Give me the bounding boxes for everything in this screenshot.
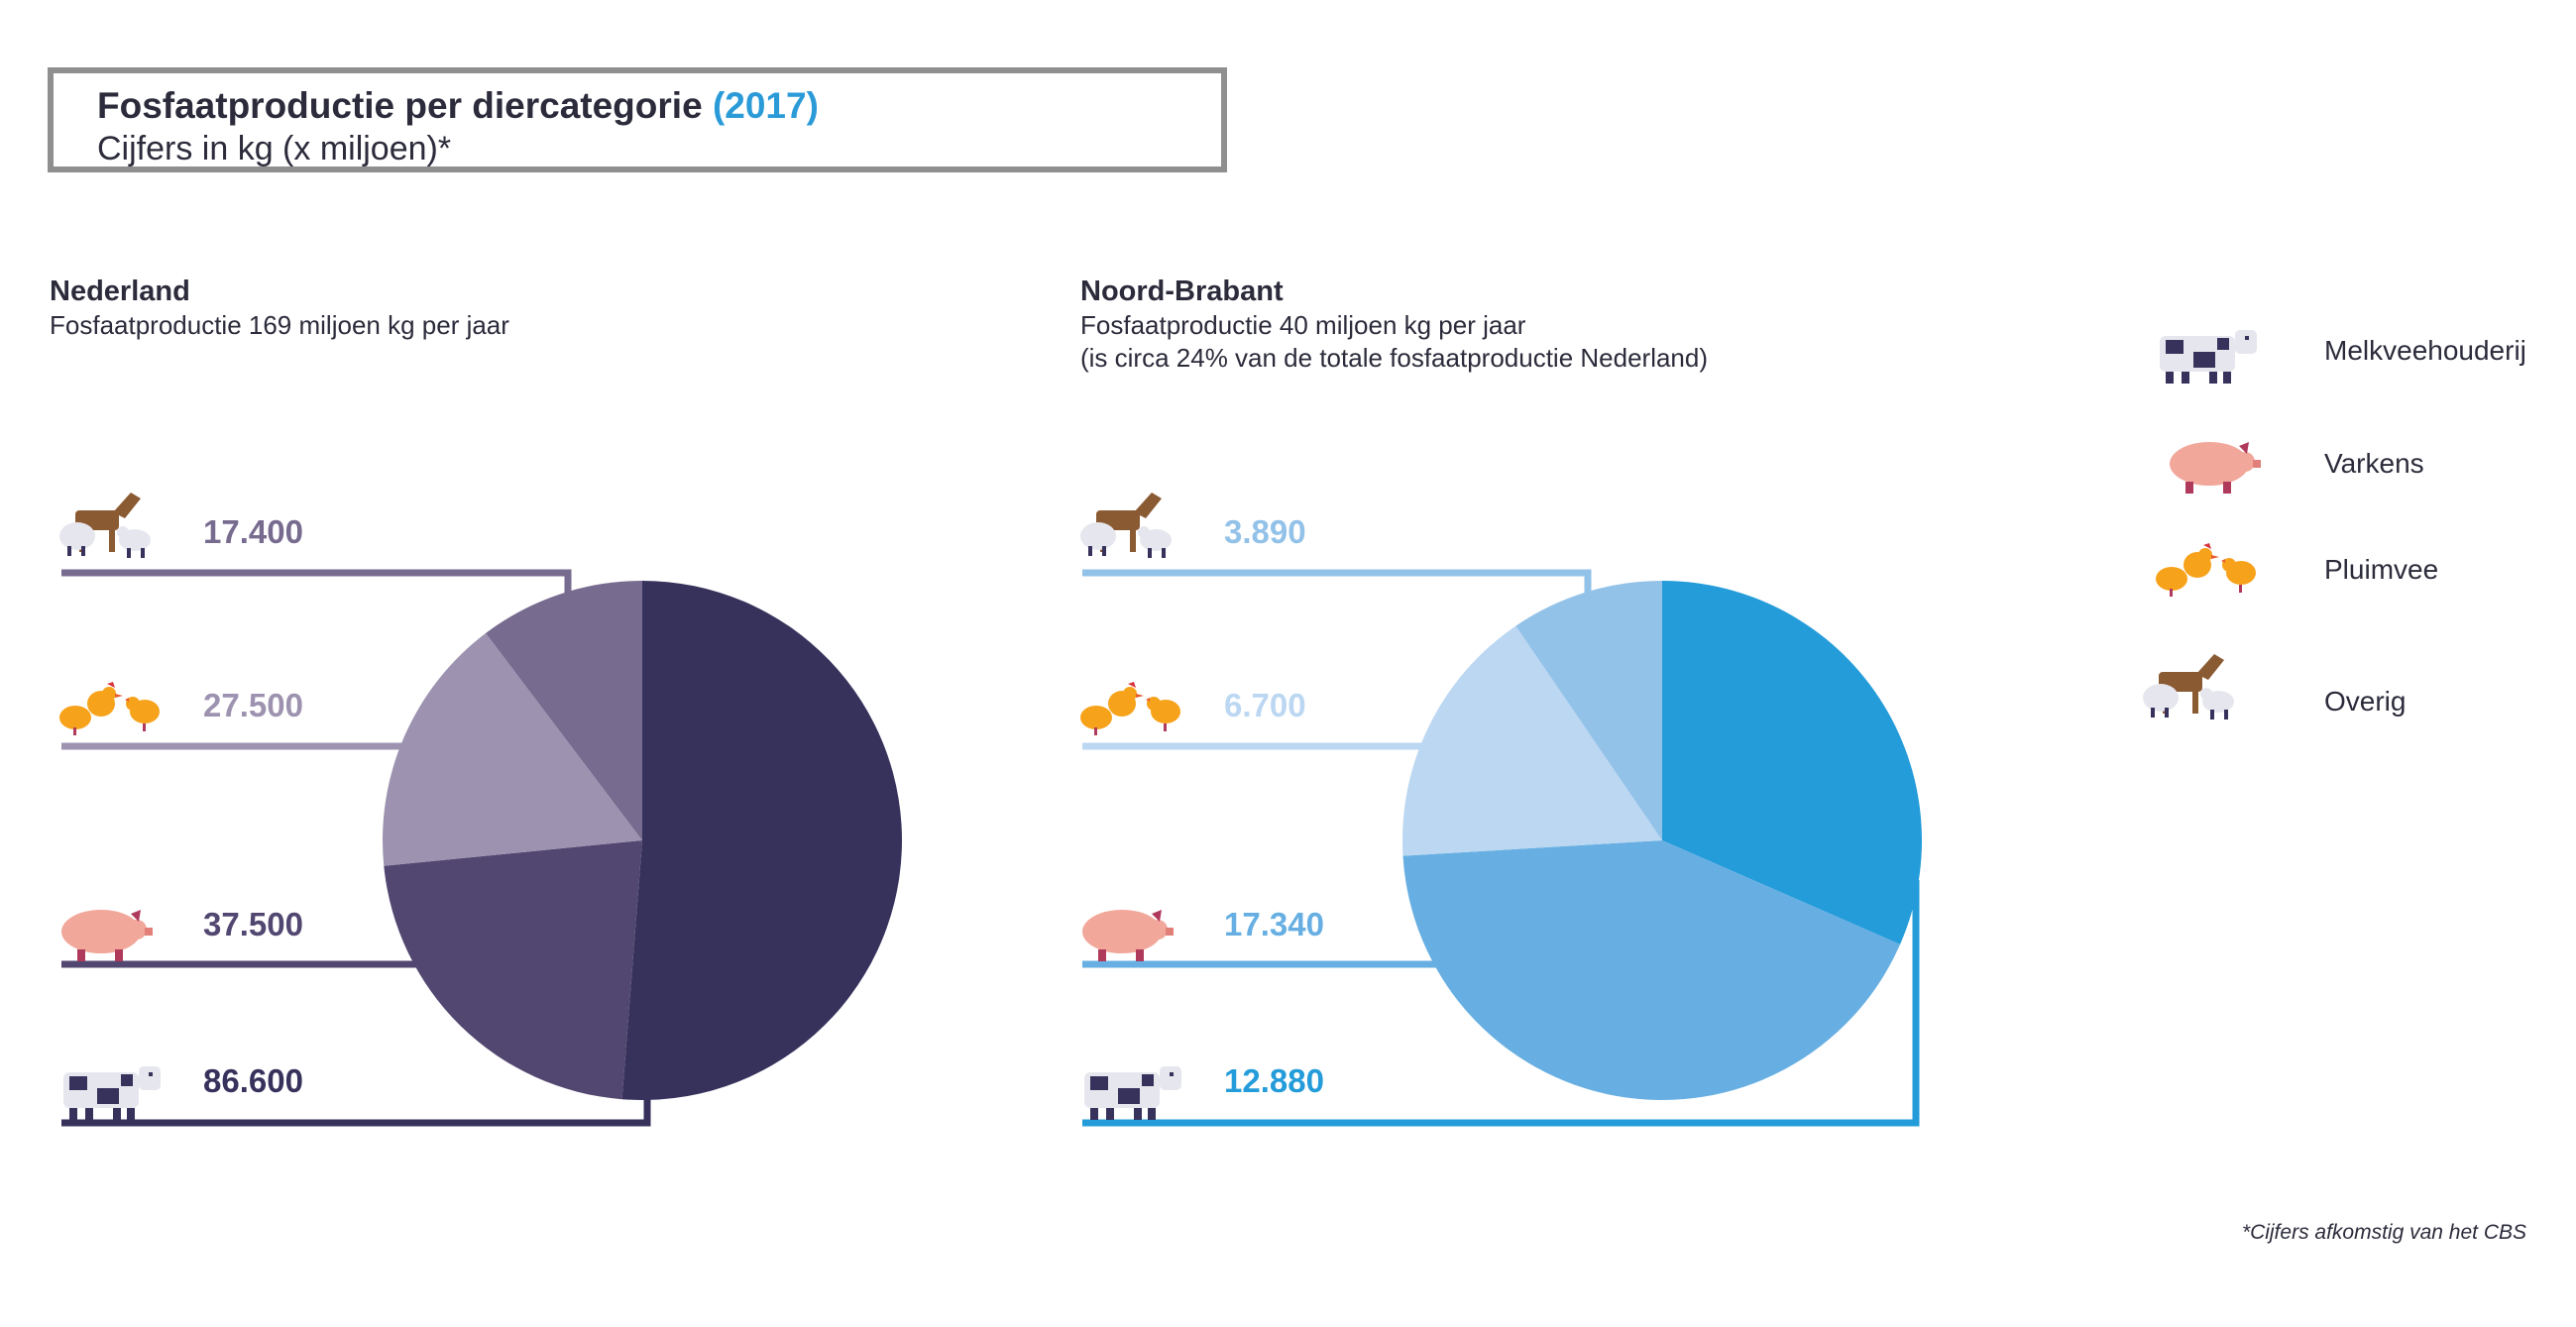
leader-line-overig bbox=[61, 569, 572, 601]
value-label-melkveehouderij: 86.600 bbox=[203, 1062, 303, 1099]
legend-label-varkens: Varkens bbox=[2324, 448, 2424, 479]
pie-slice-melkveehouderij bbox=[621, 581, 902, 1100]
value-label-varkens: 17.340 bbox=[1224, 906, 1324, 942]
cow-icon bbox=[1084, 1066, 1181, 1120]
pie-slice-pluimvee bbox=[1402, 625, 1662, 856]
region-subtitle2-noord-brabant: (is circa 24% van de totale fosfaatprodu… bbox=[1080, 343, 1709, 373]
value-label-pluimvee: 27.500 bbox=[203, 687, 303, 723]
pie-chart-0: 86.600 37.500 27.500 17.400 bbox=[59, 493, 902, 1127]
value-label-varkens: 37.500 bbox=[203, 906, 303, 942]
value-label-overig: 17.400 bbox=[203, 513, 303, 550]
region-subtitle-nederland: Fosfaatproductie 169 miljoen kg per jaar bbox=[50, 310, 509, 340]
value-label-overig: 3.890 bbox=[1224, 513, 1306, 550]
region-subtitle-noord-brabant: Fosfaatproductie 40 miljoen kg per jaar bbox=[1080, 310, 1526, 340]
leader-line-melkveehouderij bbox=[61, 1092, 651, 1127]
leader-line-melkveehouderij bbox=[1082, 880, 1920, 1127]
pie-slice-varkens bbox=[384, 840, 642, 1100]
chart-subtitle: Cijfers in kg (x miljoen)* bbox=[97, 130, 452, 167]
leader-line-overig bbox=[1082, 569, 1592, 601]
chicken-icon bbox=[2156, 543, 2256, 597]
pie-slice-overig bbox=[1515, 581, 1662, 840]
pig-icon bbox=[2170, 442, 2261, 494]
footnote: *Cijfers afkomstig van het CBS bbox=[2241, 1221, 2526, 1244]
horse-sheep-icon bbox=[1080, 493, 1172, 558]
pie-slice-varkens bbox=[1402, 840, 1901, 1100]
title-text: Fosfaatproductie per diercategorie bbox=[97, 85, 703, 126]
pie-slice-melkveehouderij bbox=[1662, 581, 1922, 944]
pie-slice-overig bbox=[486, 581, 642, 840]
region-title-noord-brabant: Noord-Brabant bbox=[1080, 276, 1284, 307]
horse-sheep-icon bbox=[2143, 654, 2234, 719]
chicken-icon bbox=[59, 682, 160, 735]
cow-icon bbox=[2160, 330, 2257, 384]
cow-icon bbox=[63, 1066, 161, 1120]
pie-chart-1: 12.880 17.340 6.700 3.890 bbox=[1080, 493, 1922, 1127]
chicken-icon bbox=[1080, 682, 1180, 735]
pig-icon bbox=[61, 910, 153, 961]
title-year: (2017) bbox=[712, 85, 819, 126]
value-label-melkveehouderij: 12.880 bbox=[1224, 1062, 1324, 1099]
region-title-nederland: Nederland bbox=[50, 276, 190, 307]
pie-slice-pluimvee bbox=[383, 632, 642, 866]
pig-icon bbox=[1082, 910, 1174, 961]
value-label-pluimvee: 6.700 bbox=[1224, 687, 1306, 723]
chart-title: Fosfaatproductie per diercategorie (2017… bbox=[97, 85, 819, 127]
horse-sheep-icon bbox=[59, 493, 151, 558]
legend-label-pluimvee: Pluimvee bbox=[2324, 554, 2439, 585]
legend-label-melkveehouderij: Melkveehouderij bbox=[2324, 335, 2526, 366]
legend-label-overig: Overig bbox=[2324, 686, 2407, 717]
title-box: Fosfaatproductie per diercategorie (2017… bbox=[48, 67, 1227, 172]
